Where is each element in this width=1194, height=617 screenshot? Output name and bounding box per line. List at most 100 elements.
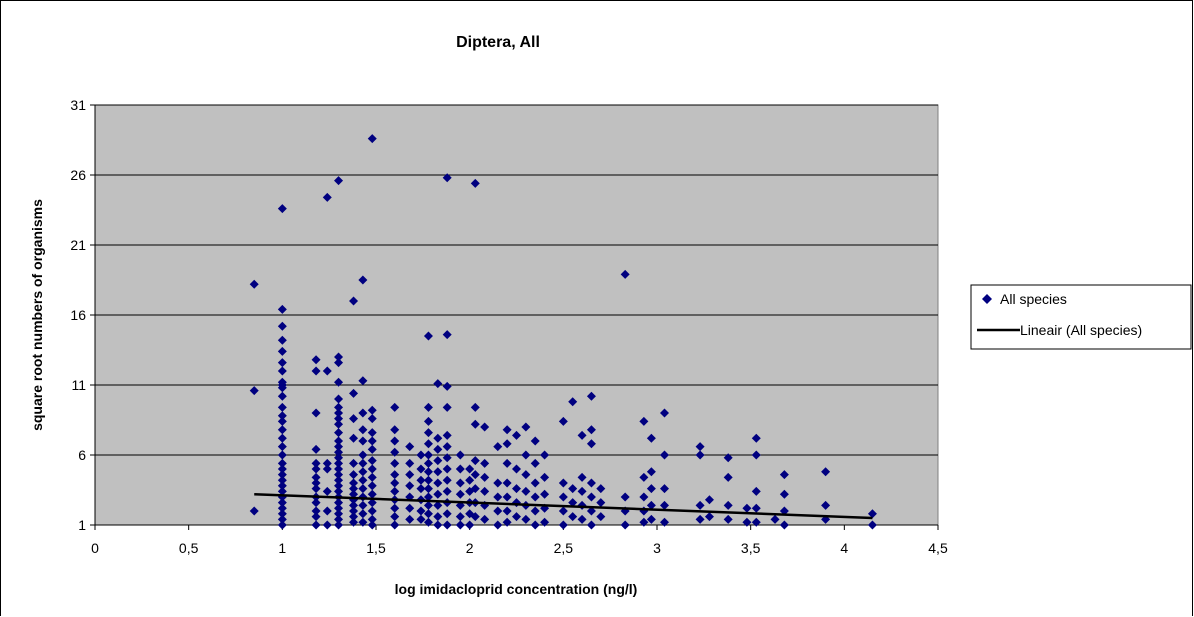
data-point bbox=[334, 481, 344, 491]
data-point bbox=[586, 439, 596, 449]
y-tick-label: 16 bbox=[70, 307, 86, 323]
data-point bbox=[390, 402, 400, 412]
data-point bbox=[433, 379, 443, 389]
data-point bbox=[334, 475, 344, 485]
data-point bbox=[390, 503, 400, 513]
data-point bbox=[423, 500, 433, 510]
data-point bbox=[334, 453, 344, 463]
data-point bbox=[512, 484, 521, 494]
data-point bbox=[502, 439, 512, 449]
data-point bbox=[349, 414, 359, 424]
data-point bbox=[322, 520, 332, 530]
data-point bbox=[405, 481, 415, 491]
data-point bbox=[751, 433, 761, 443]
data-point bbox=[779, 489, 789, 499]
data-point bbox=[277, 509, 287, 519]
data-point bbox=[465, 464, 475, 474]
data-point bbox=[695, 442, 705, 452]
data-point bbox=[442, 475, 452, 485]
data-point bbox=[442, 486, 452, 496]
data-point bbox=[322, 486, 332, 496]
data-point bbox=[723, 472, 733, 482]
data-point bbox=[646, 500, 656, 510]
data-point bbox=[480, 458, 490, 468]
data-point bbox=[751, 517, 761, 527]
data-point bbox=[405, 442, 415, 452]
data-point bbox=[249, 386, 259, 396]
data-point bbox=[540, 450, 550, 460]
data-point bbox=[577, 514, 587, 524]
data-point bbox=[358, 275, 368, 285]
data-point bbox=[349, 433, 359, 443]
data-point bbox=[367, 481, 377, 491]
x-tick-label: 0 bbox=[91, 540, 99, 556]
data-point bbox=[416, 475, 426, 485]
data-point bbox=[521, 450, 531, 460]
data-point bbox=[433, 433, 443, 443]
data-point bbox=[480, 486, 490, 496]
data-point bbox=[334, 520, 344, 530]
data-point bbox=[358, 509, 368, 519]
data-point bbox=[433, 456, 443, 466]
data-point bbox=[311, 506, 321, 516]
data-point bbox=[502, 517, 512, 527]
data-point bbox=[568, 397, 578, 407]
data-point bbox=[558, 416, 568, 426]
data-point bbox=[639, 492, 649, 502]
data-point bbox=[390, 436, 400, 446]
data-point bbox=[470, 419, 480, 429]
data-point bbox=[358, 475, 368, 485]
data-point bbox=[311, 478, 321, 488]
data-point bbox=[277, 470, 287, 480]
data-point bbox=[512, 430, 521, 440]
data-point bbox=[423, 458, 433, 468]
data-point bbox=[405, 458, 415, 468]
data-point bbox=[540, 472, 550, 482]
data-point bbox=[423, 416, 433, 426]
data-point bbox=[779, 470, 789, 480]
data-point bbox=[334, 176, 344, 186]
data-point bbox=[586, 520, 596, 530]
data-point bbox=[358, 517, 368, 527]
data-point bbox=[277, 520, 287, 530]
data-point bbox=[334, 503, 344, 513]
data-point bbox=[779, 520, 789, 530]
data-point bbox=[277, 204, 287, 214]
data-point bbox=[367, 506, 377, 516]
legend-label-all-species: All species bbox=[1000, 291, 1067, 307]
data-point bbox=[334, 377, 344, 387]
data-point bbox=[493, 520, 503, 530]
data-point bbox=[455, 512, 465, 522]
data-point bbox=[659, 484, 669, 494]
data-point bbox=[442, 509, 452, 519]
data-point bbox=[277, 486, 287, 496]
data-point bbox=[367, 498, 377, 508]
data-point bbox=[349, 470, 359, 480]
data-point bbox=[521, 470, 531, 480]
data-point bbox=[311, 464, 321, 474]
data-point bbox=[568, 512, 578, 522]
data-point bbox=[349, 489, 359, 499]
data-point bbox=[322, 366, 332, 376]
data-point bbox=[659, 450, 669, 460]
data-point bbox=[277, 433, 287, 443]
data-point bbox=[470, 484, 480, 494]
data-point bbox=[423, 509, 433, 519]
data-point bbox=[659, 500, 669, 510]
data-point bbox=[367, 134, 377, 144]
trendline-path bbox=[254, 492, 873, 520]
data-point bbox=[470, 456, 480, 466]
data-point bbox=[358, 450, 368, 460]
data-point bbox=[334, 358, 344, 368]
data-point bbox=[521, 422, 531, 432]
data-point bbox=[530, 492, 540, 502]
data-point bbox=[277, 498, 287, 508]
data-point bbox=[367, 436, 377, 446]
data-point bbox=[367, 405, 377, 415]
data-point bbox=[867, 520, 877, 530]
data-point bbox=[423, 428, 433, 438]
x-tick-label: 0,5 bbox=[179, 540, 199, 556]
data-point bbox=[423, 450, 433, 460]
data-point bbox=[277, 450, 287, 460]
data-point bbox=[521, 514, 531, 524]
